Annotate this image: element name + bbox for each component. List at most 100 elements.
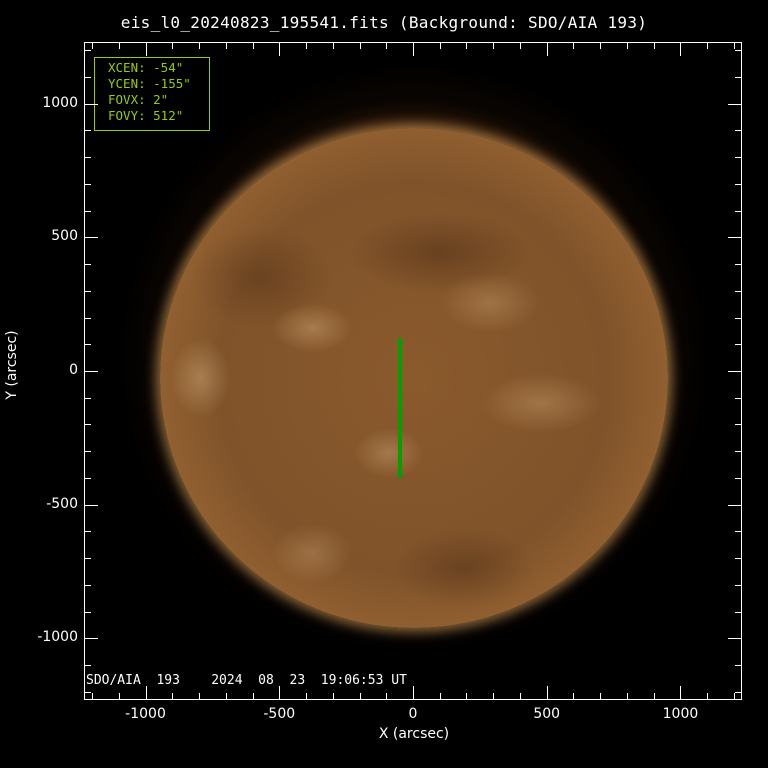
pointing-info-box: XCEN: -54" YCEN: -155" FOVX: 2" FOVY: 51… [94,57,210,131]
axis-tick [199,693,201,700]
image-timestamp: SDO/AIA 193 2024 08 23 19:06:53 UT [86,673,407,688]
axis-tick [84,210,91,212]
axis-tick [252,693,254,700]
axis-tick [118,693,120,700]
axis-tick [735,424,742,426]
axis-tick [735,76,742,78]
axis-tick [728,504,742,506]
axis-tick [84,504,98,506]
ycen-text: YCEN: -155" [108,76,191,91]
fovy-text: FOVY: 512" [108,108,184,123]
axis-tick [84,103,98,105]
axis-tick [199,42,201,49]
axis-tick [653,693,655,700]
axis-tick [145,42,147,56]
axis-tick [735,691,742,693]
y-tick-label: 0 [69,362,78,378]
axis-tick [466,693,468,700]
x-tick-label: 1000 [662,706,699,722]
y-tick-label: -500 [46,495,78,512]
axis-tick [546,42,548,56]
axis-tick [84,50,91,52]
axis-tick [600,42,602,49]
axis-tick [735,210,742,212]
axis-tick [735,611,742,613]
axis-tick [279,686,281,700]
axis-tick [735,477,742,479]
plot-title: eis_l0_20240823_195541.fits (Background:… [120,13,648,32]
x-tick-label: -1000 [125,706,166,722]
axis-tick [733,42,735,49]
active-regions [160,128,668,628]
axis-tick [439,693,441,700]
x-tick-label: 500 [533,706,561,722]
axis-tick [84,584,91,586]
axis-tick [92,42,94,49]
x-tick-label: -500 [263,706,296,722]
axis-tick [386,693,388,700]
axis-tick [332,693,334,700]
eis-slit-marker [398,338,402,478]
axis-tick [359,693,361,700]
axis-tick [735,290,742,292]
axis-tick [84,76,91,78]
axis-tick [306,42,307,49]
axis-tick [359,42,361,49]
axis-tick [626,42,628,49]
axis-tick [735,584,742,586]
axis-tick [735,665,742,667]
axis-tick [172,693,174,700]
axis-tick [84,451,91,453]
axis-tick [466,42,468,49]
axis-tick [413,42,414,56]
axis-tick [519,693,521,700]
axis-tick [735,344,742,346]
axis-tick [519,42,521,49]
axis-tick [306,693,307,700]
axis-tick [573,42,575,49]
axis-tick [84,344,91,346]
axis-tick [84,691,91,693]
axis-tick [225,693,227,700]
axis-tick [707,693,709,700]
axis-tick [735,264,742,265]
fovx-text: FOVX: 2" [108,92,169,107]
axis-tick [84,531,91,533]
axis-tick [84,130,91,132]
y-tick-label: 500 [51,228,78,245]
x-tick-label: 0 [408,706,418,722]
axis-tick [332,42,334,49]
axis-tick [680,686,682,700]
x-axis-label: X (arcsec) [378,726,450,742]
axis-tick [728,103,742,105]
axis-tick [680,42,682,56]
axis-tick [735,130,742,132]
axis-tick [84,290,91,292]
axis-tick [735,531,742,533]
axis-tick [735,317,742,319]
axis-tick [84,237,98,239]
axis-tick [145,686,147,700]
axis-tick [413,686,414,700]
axis-tick [84,665,91,667]
axis-tick [386,42,388,49]
axis-tick [84,317,91,319]
y-axis-label: Y (arcsec) [4,330,20,400]
axis-tick [707,42,709,49]
axis-tick [279,42,281,56]
solar-image [84,42,742,700]
axis-tick [84,558,91,560]
axis-tick [573,693,575,700]
axis-tick [626,693,628,700]
axis-tick [118,42,120,49]
axis-tick [546,686,548,700]
y-tick-label: 1000 [42,94,78,111]
axis-tick [493,693,495,700]
axis-tick [252,42,254,49]
axis-tick [84,638,98,640]
axis-tick [735,183,742,185]
axis-tick [84,183,91,185]
axis-tick [735,558,742,560]
axis-tick [172,42,174,49]
axis-tick [225,42,227,49]
